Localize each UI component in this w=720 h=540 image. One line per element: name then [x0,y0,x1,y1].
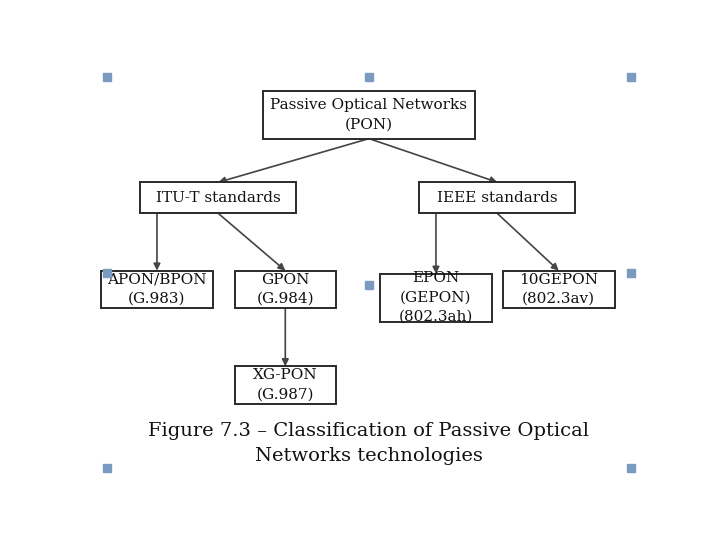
Text: ITU-T standards: ITU-T standards [156,191,281,205]
Text: 10GEPON
(802.3av): 10GEPON (802.3av) [519,273,598,306]
FancyBboxPatch shape [503,271,615,308]
FancyBboxPatch shape [263,91,475,139]
FancyBboxPatch shape [419,183,575,213]
Text: XG-PON
(G.987): XG-PON (G.987) [253,368,318,402]
FancyBboxPatch shape [235,366,336,404]
Text: GPON
(G.984): GPON (G.984) [256,273,314,306]
Text: IEEE standards: IEEE standards [437,191,558,205]
Text: EPON
(GEPON)
(802.3ah): EPON (GEPON) (802.3ah) [399,271,473,324]
Text: Figure 7.3 – Classification of Passive Optical
Networks technologies: Figure 7.3 – Classification of Passive O… [148,422,590,465]
FancyBboxPatch shape [140,183,297,213]
Text: APON/BPON
(G.983): APON/BPON (G.983) [107,273,207,306]
FancyBboxPatch shape [101,271,213,308]
FancyBboxPatch shape [235,271,336,308]
FancyBboxPatch shape [380,274,492,321]
Text: Passive Optical Networks
(PON): Passive Optical Networks (PON) [271,98,467,131]
